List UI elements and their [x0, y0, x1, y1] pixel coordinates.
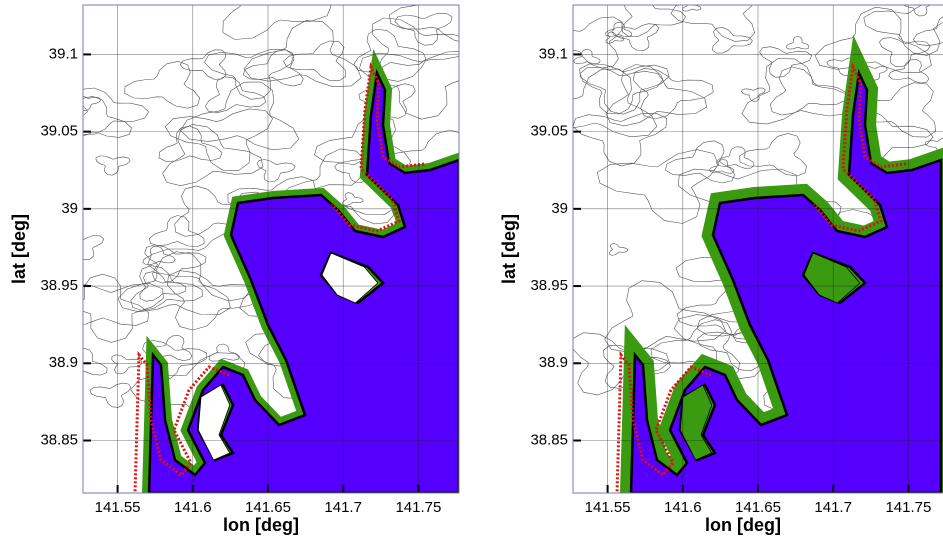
x-tick-label: 141.65 — [735, 499, 781, 516]
x-axis-title: lon [deg] — [223, 515, 299, 535]
y-tick-label: 38.9 — [49, 354, 78, 371]
y-tick-label: 38.85 — [40, 431, 78, 448]
x-tick-label: 141.75 — [395, 499, 441, 516]
map-area — [538, 0, 943, 493]
y-tick-label: 38.95 — [40, 277, 78, 294]
x-tick-label: 141.7 — [814, 499, 852, 516]
x-tick-label: 141.55 — [95, 499, 141, 516]
x-tick-label: 141.55 — [585, 499, 631, 516]
x-tick-label: 141.7 — [324, 499, 362, 516]
y-tick-label: 38.9 — [539, 354, 568, 371]
y-tick-label: 39.05 — [530, 123, 568, 140]
x-axis-title: lon [deg] — [705, 515, 781, 535]
y-tick-label: 39.1 — [539, 45, 568, 62]
y-axis-title: lat [deg] — [499, 214, 519, 284]
x-tick-label: 141.75 — [885, 499, 931, 516]
y-tick-label: 38.95 — [530, 277, 568, 294]
map-area — [56, 0, 484, 493]
y-tick-label: 39 — [61, 200, 78, 217]
y-tick-label: 38.85 — [530, 431, 568, 448]
x-tick-label: 141.6 — [664, 499, 702, 516]
y-tick-label: 39 — [551, 200, 568, 217]
x-tick-label: 141.65 — [245, 499, 291, 516]
y-tick-label: 39.05 — [40, 123, 78, 140]
figure: 141.55 141.6 141.65 141.7 141.75 38.85 38.9 38.… — [0, 0, 943, 538]
y-tick-label: 39.1 — [49, 45, 78, 62]
y-axis-title: lat [deg] — [9, 214, 29, 284]
x-tick-label: 141.6 — [174, 499, 212, 516]
